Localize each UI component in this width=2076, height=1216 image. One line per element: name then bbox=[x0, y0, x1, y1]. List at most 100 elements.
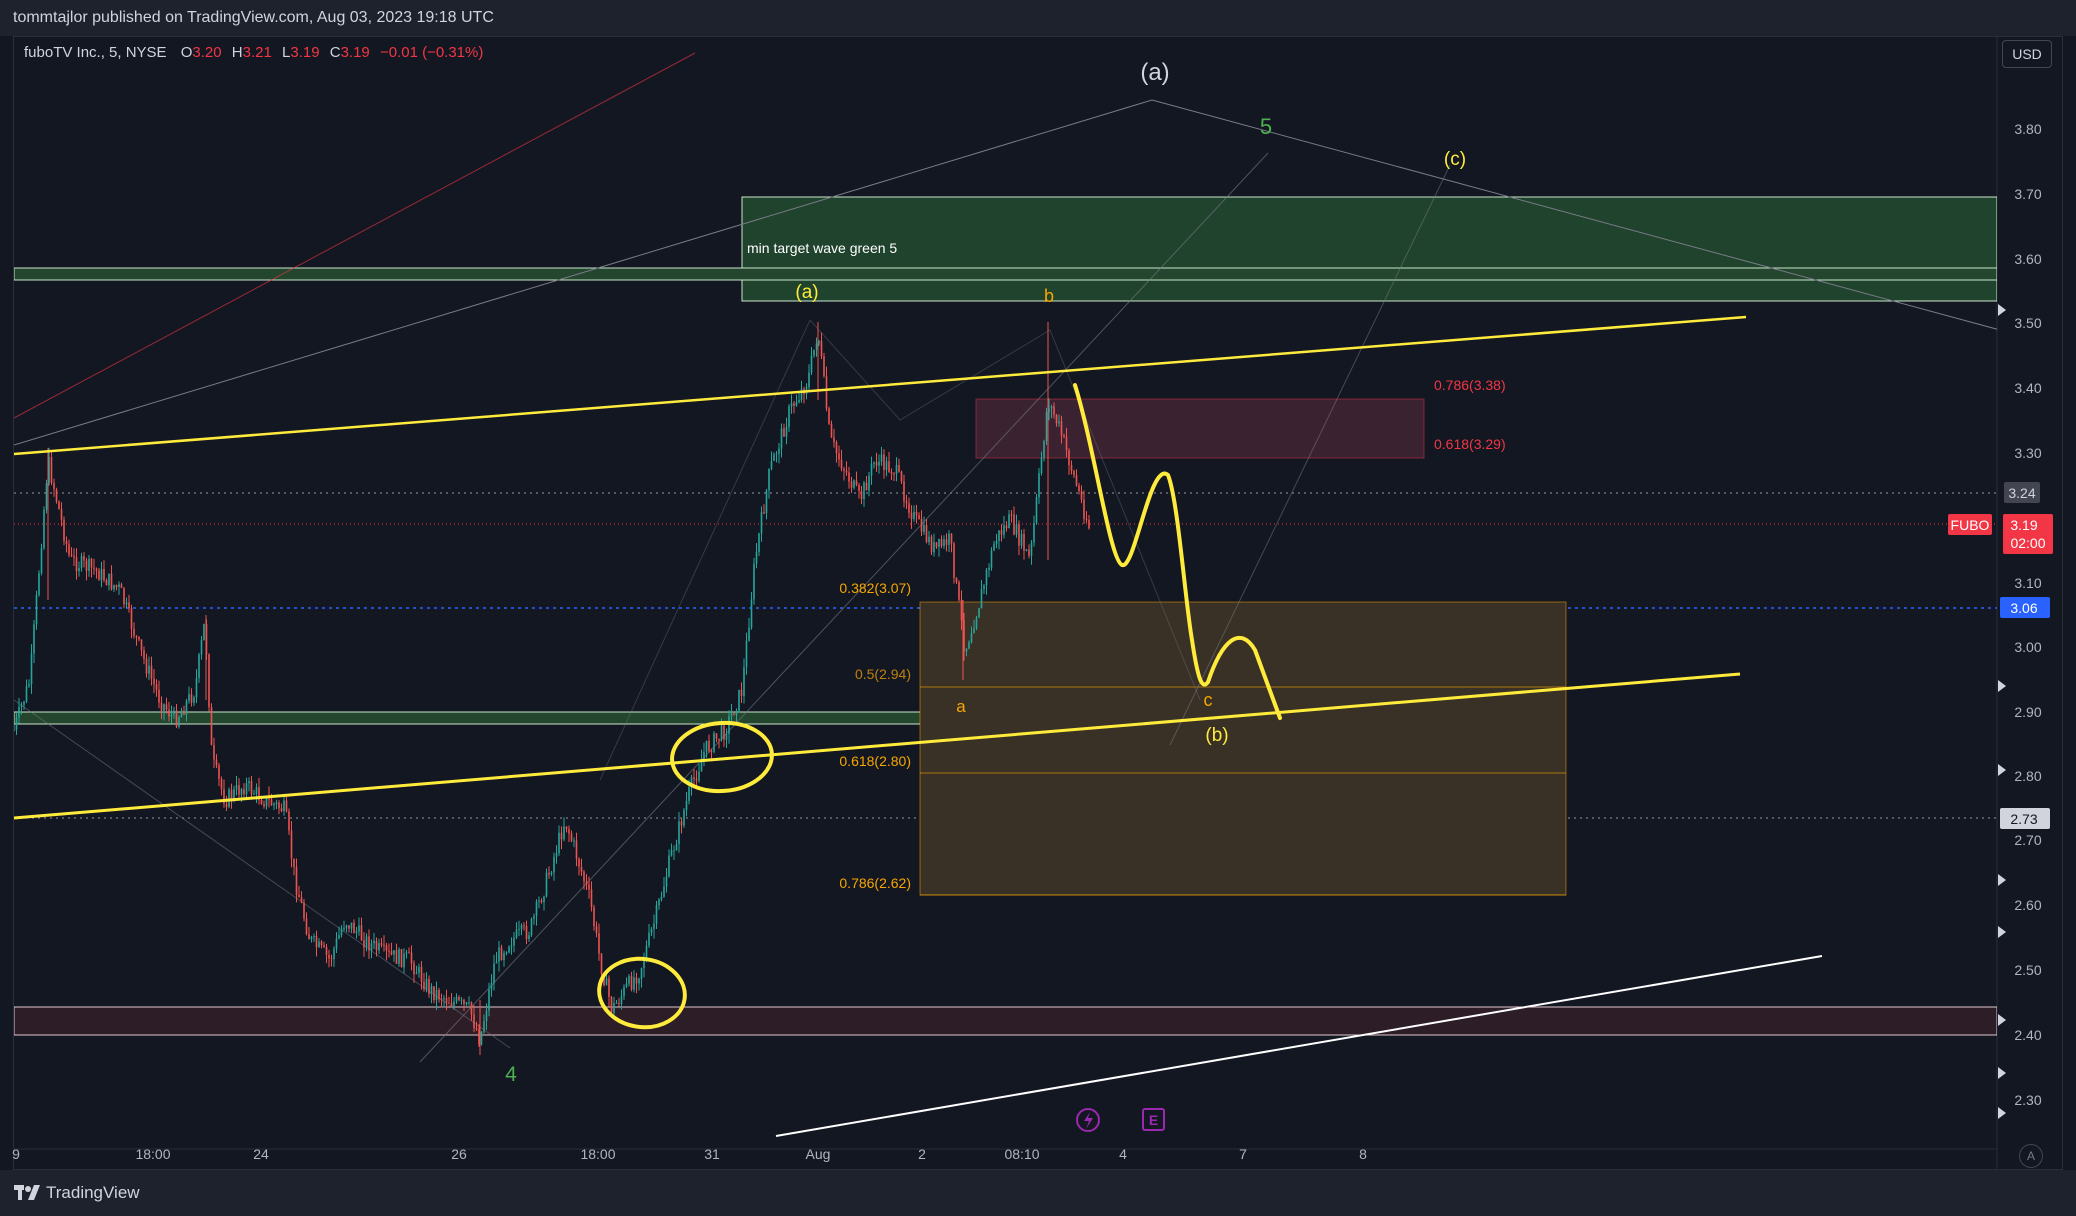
candle-body bbox=[85, 560, 88, 571]
support-zone-upper[interactable] bbox=[14, 267, 1997, 281]
symbol-legend[interactable]: fuboTV Inc., 5, NYSE O3.20 H3.21 L3.19 C… bbox=[24, 44, 484, 61]
candle-body bbox=[230, 789, 233, 800]
candle-body bbox=[328, 954, 330, 959]
time-tick-label: 31 bbox=[704, 1146, 720, 1162]
fib-label-382: 0.382(3.07) bbox=[839, 580, 911, 596]
wave-label-c-orange: c bbox=[1204, 690, 1213, 710]
candle-body bbox=[1005, 525, 1008, 529]
candle-body bbox=[895, 465, 898, 474]
candle-body bbox=[130, 608, 133, 629]
bottom-demand-zone[interactable] bbox=[14, 1006, 1997, 1036]
channel-line-yellow-upper[interactable] bbox=[14, 315, 1747, 456]
candle-body bbox=[73, 555, 75, 558]
wave-label-b-orange: b bbox=[1044, 286, 1054, 306]
projected-path-yellow[interactable] bbox=[1073, 383, 1282, 720]
candle-body bbox=[708, 740, 710, 751]
auto-scale-button[interactable]: A bbox=[2019, 1144, 2043, 1168]
candle-body bbox=[433, 986, 435, 1001]
candle-body bbox=[335, 938, 338, 949]
candle-body bbox=[485, 1010, 488, 1022]
price-tick-label: 3.40 bbox=[2014, 380, 2041, 396]
earnings-event-icon[interactable]: E bbox=[1142, 1108, 1165, 1131]
candle-body bbox=[933, 542, 935, 553]
candle-body bbox=[125, 602, 128, 605]
candle-body bbox=[940, 539, 943, 546]
symbol-tag: FUBO bbox=[1951, 517, 1990, 533]
currency-button[interactable]: USD bbox=[2002, 40, 2052, 68]
candle-body bbox=[418, 966, 420, 973]
change-value: −0.01 (−0.31%) bbox=[379, 44, 484, 61]
candle-body bbox=[675, 844, 678, 851]
candle-body bbox=[1053, 406, 1055, 415]
wave-label-b-yellow: (b) bbox=[1205, 725, 1228, 746]
candle-body bbox=[1060, 421, 1063, 436]
candle-body bbox=[245, 783, 248, 795]
candle-body bbox=[1055, 414, 1058, 424]
candle-body bbox=[38, 573, 40, 595]
candle-body bbox=[528, 935, 530, 939]
highlight-circle-upper[interactable] bbox=[670, 720, 774, 795]
wave-line-grey-1[interactable] bbox=[14, 99, 1153, 446]
candle-body bbox=[1013, 514, 1015, 535]
candle-body bbox=[955, 577, 958, 583]
price-tick-label: 3.70 bbox=[2014, 186, 2041, 202]
wave-label-a-white: (a) bbox=[1140, 59, 1169, 86]
candle-body bbox=[655, 905, 658, 924]
fib-retracement-box[interactable] bbox=[919, 601, 1567, 896]
time-tick-label: 18:00 bbox=[135, 1146, 170, 1162]
candle-body bbox=[250, 781, 253, 795]
candle-body bbox=[435, 989, 438, 1001]
price-tick-label: 2.50 bbox=[2014, 962, 2041, 978]
candle-body bbox=[1043, 441, 1045, 458]
candle-body bbox=[703, 751, 705, 760]
candle-body bbox=[373, 940, 375, 944]
channel-line-yellow-lower[interactable] bbox=[14, 672, 1741, 820]
wave-line-grey-2[interactable] bbox=[1151, 99, 2000, 330]
candle-body bbox=[1038, 473, 1040, 498]
candle-body bbox=[15, 717, 18, 730]
highlight-circle-lower[interactable] bbox=[595, 953, 690, 1032]
candle-body bbox=[470, 1002, 473, 1015]
candle-body bbox=[110, 573, 113, 590]
candle-body bbox=[300, 897, 303, 903]
candle-body bbox=[825, 376, 828, 409]
time-axis[interactable]: 9 18:00 24 26 18:00 31 Aug 2 08:10 4 7 8 bbox=[12, 1146, 1367, 1162]
candle-body bbox=[500, 947, 503, 961]
candle-body bbox=[108, 573, 110, 586]
low-value: 3.19 bbox=[290, 44, 320, 61]
candle-body bbox=[193, 697, 195, 703]
trend-line-red[interactable] bbox=[14, 52, 696, 419]
fib-label-618: 0.618(2.80) bbox=[839, 753, 911, 769]
candle-body bbox=[135, 635, 138, 637]
candle-body bbox=[1020, 534, 1023, 546]
candle-body bbox=[900, 471, 903, 482]
candle-body bbox=[1080, 491, 1083, 500]
candle-body bbox=[755, 551, 758, 564]
candle-body bbox=[758, 533, 760, 552]
candle-body bbox=[793, 403, 795, 406]
candle-body bbox=[833, 437, 835, 443]
axis-marker-arrow bbox=[1998, 304, 2006, 316]
candle-body bbox=[428, 978, 430, 994]
trend-line-white[interactable] bbox=[775, 955, 1823, 1137]
candle-body bbox=[105, 580, 108, 586]
candle-body bbox=[350, 922, 353, 929]
candle-body bbox=[198, 654, 200, 679]
candle-body bbox=[1085, 518, 1088, 520]
wave-line-grey-3[interactable] bbox=[14, 699, 511, 1049]
candle-body bbox=[648, 932, 650, 946]
wave-line-grey-4[interactable] bbox=[1169, 164, 1451, 746]
price-axis[interactable]: 3.80 3.70 3.60 3.50 3.40 3.30 3.10 3.00 2.90 2.80… bbox=[2014, 121, 2041, 1108]
candle-body bbox=[848, 472, 850, 482]
dividend-event-icon[interactable] bbox=[1076, 1108, 1100, 1132]
fib-upper-zone[interactable] bbox=[975, 398, 1425, 459]
candle-body bbox=[385, 945, 388, 951]
candle-body bbox=[850, 481, 853, 488]
candle-body bbox=[1008, 514, 1010, 529]
candle-body bbox=[558, 832, 560, 854]
tradingview-logo[interactable]: TradingView bbox=[14, 1183, 140, 1203]
channel-line-grey[interactable] bbox=[419, 152, 1269, 1063]
candle-body bbox=[115, 585, 118, 587]
target-zone-box[interactable] bbox=[741, 196, 1997, 302]
